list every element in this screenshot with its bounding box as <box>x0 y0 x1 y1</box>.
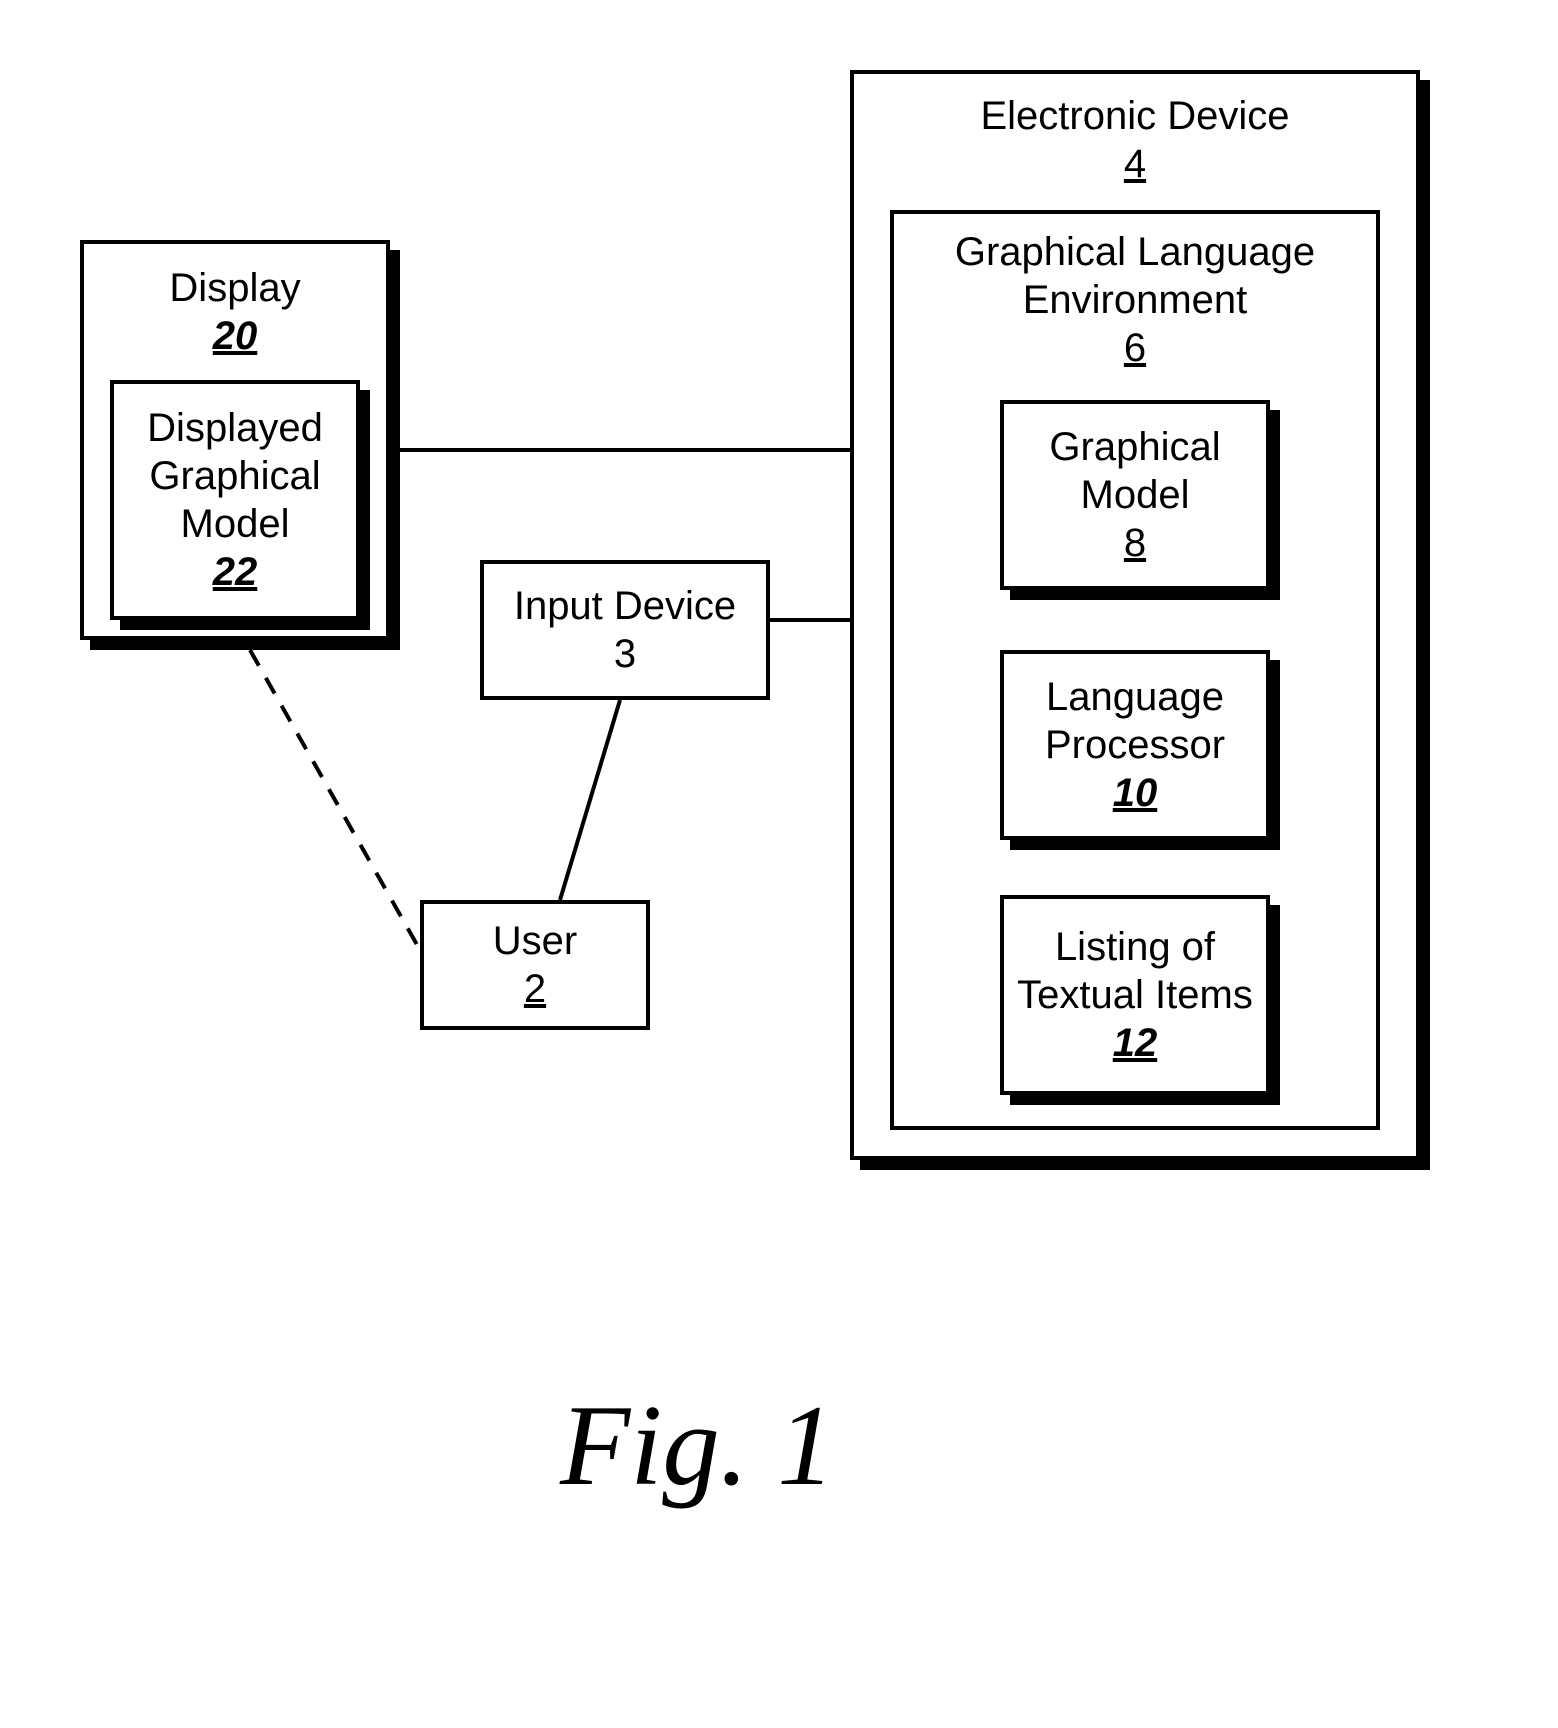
node-gle: Graphical LanguageEnvironment 6 Graphica… <box>890 210 1380 1130</box>
label-text: DisplayedGraphicalModel <box>147 406 323 546</box>
ref-number: 20 <box>213 314 258 358</box>
node-gle-label: Graphical LanguageEnvironment 6 <box>894 228 1376 372</box>
node-display: Display 20 DisplayedGraphicalModel 22 <box>80 240 390 640</box>
figure-caption: Fig. 1 <box>560 1380 835 1512</box>
node-graphical-model: GraphicalModel 8 <box>1000 400 1270 590</box>
diagram-canvas: Display 20 DisplayedGraphicalModel 22 In… <box>0 0 1558 1728</box>
ref-number: 22 <box>213 550 258 594</box>
node-language-processor: LanguageProcessor 10 <box>1000 650 1270 840</box>
ref-number: 2 <box>524 967 546 1011</box>
node-listing: Listing ofTextual Items 12 <box>1000 895 1270 1095</box>
node-user-label: User 2 <box>493 917 577 1013</box>
ref-number: 4 <box>1124 142 1146 186</box>
ref-number: 3 <box>614 632 636 676</box>
node-graphical-model-label: GraphicalModel 8 <box>1049 423 1220 567</box>
node-input-device-label: Input Device 3 <box>514 582 736 678</box>
label-text: Display <box>169 266 300 310</box>
label-text: User <box>493 919 577 963</box>
ref-number: 10 <box>1113 771 1158 815</box>
label-text: LanguageProcessor <box>1045 675 1225 767</box>
ref-number: 12 <box>1113 1021 1158 1065</box>
label-text: Electronic Device <box>980 94 1289 138</box>
node-electronic-device: Electronic Device 4 Graphical LanguageEn… <box>850 70 1420 1160</box>
node-language-processor-label: LanguageProcessor 10 <box>1045 673 1225 817</box>
label-text: GraphicalModel <box>1049 425 1220 517</box>
node-display-label: Display 20 <box>84 264 386 360</box>
node-displayed-model-label: DisplayedGraphicalModel 22 <box>147 404 323 596</box>
node-electronic-device-label: Electronic Device 4 <box>854 92 1416 188</box>
edge-display-to-user <box>250 650 420 950</box>
label-text: Input Device <box>514 584 736 628</box>
label-text: Listing ofTextual Items <box>1017 925 1253 1017</box>
ref-number: 6 <box>1124 326 1146 370</box>
node-input-device: Input Device 3 <box>480 560 770 700</box>
node-user: User 2 <box>420 900 650 1030</box>
node-displayed-model: DisplayedGraphicalModel 22 <box>110 380 360 620</box>
ref-number: 8 <box>1124 521 1146 565</box>
edge-input-to-user <box>560 700 620 900</box>
node-listing-label: Listing ofTextual Items 12 <box>1017 923 1253 1067</box>
label-text: Graphical LanguageEnvironment <box>955 230 1315 322</box>
